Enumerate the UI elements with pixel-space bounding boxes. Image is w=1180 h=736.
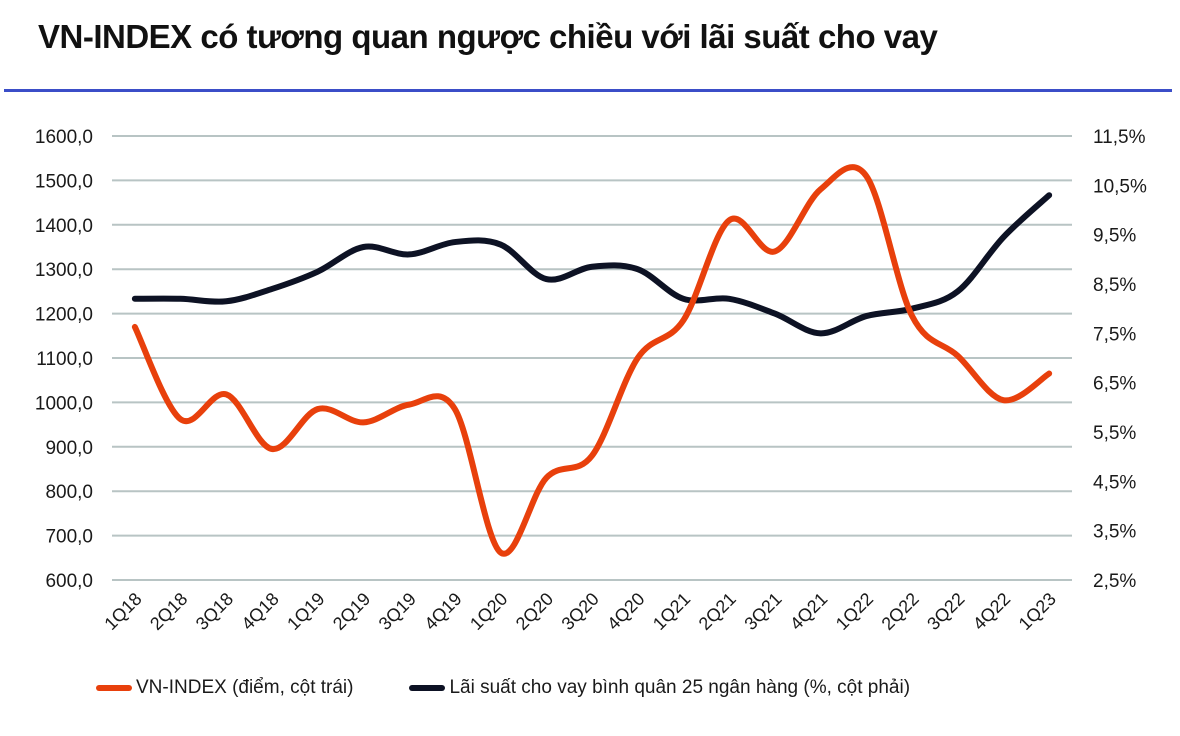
y-tick-label-right: 5,5% (1093, 423, 1136, 444)
gridlines (112, 135, 1072, 581)
x-tick-label: 4Q19 (420, 589, 465, 634)
y-tick-label-right: 8,5% (1093, 275, 1136, 296)
y-tick-label-left: 1400,0 (35, 216, 93, 237)
x-tick-label: 4Q22 (969, 589, 1014, 634)
x-tick-label: 1Q19 (283, 589, 328, 634)
y-tick-label-left: 600,0 (45, 571, 93, 592)
y-tick-label-right: 10,5% (1093, 176, 1147, 197)
y-tick-label-left: 1600,0 (35, 127, 93, 148)
title-divider (4, 89, 1172, 92)
y-axis-right: 11,5% 10,5% 9,5% 8,5% 7,5% 6,5% 5,5% 4,5% 3,5% 2,… (1093, 127, 1147, 592)
y-tick-label-right: 4,5% (1093, 472, 1136, 493)
legend-label-vnindex: VN-INDEX (điểm, cột trái) (136, 677, 354, 698)
y-tick-label-right: 9,5% (1093, 226, 1136, 247)
y-tick-label-right: 7,5% (1093, 324, 1136, 345)
legend-swatch-vnindex (96, 685, 132, 691)
x-tick-label: 1Q18 (100, 589, 145, 634)
series-line-lending-rate (131, 192, 1053, 337)
y-tick-label-right: 6,5% (1093, 374, 1136, 395)
x-tick-label: 3Q21 (740, 589, 785, 634)
x-tick-label: 2Q21 (695, 589, 740, 634)
y-tick-label-left: 1200,0 (35, 305, 93, 326)
legend-item-rate: Lãi suất cho vay bình quân 25 ngân hàng … (409, 677, 910, 699)
x-tick-label: 1Q22 (832, 589, 877, 634)
y-tick-label-left: 700,0 (45, 527, 93, 548)
y-tick-label-left: 800,0 (45, 482, 93, 503)
y-tick-label-right: 2,5% (1093, 571, 1136, 592)
x-axis: 1Q18 2Q18 3Q18 4Q18 1Q19 2Q19 3Q19 4Q19 1Q20 2Q20… (100, 589, 1060, 634)
y-axis-left: 1600,0 1500,0 1400,0 1300,0 1200,0 1100,0 1000… (35, 127, 93, 592)
x-tick-label: 1Q23 (1015, 589, 1060, 634)
x-tick-label: 3Q18 (192, 589, 237, 634)
x-tick-label: 4Q21 (786, 589, 831, 634)
x-tick-label: 4Q18 (238, 589, 283, 634)
x-tick-label: 1Q20 (466, 589, 511, 634)
x-tick-label: 2Q20 (512, 589, 557, 634)
y-tick-label-left: 900,0 (45, 438, 93, 459)
x-tick-label: 2Q18 (146, 589, 191, 634)
x-tick-label: 3Q20 (558, 589, 603, 634)
y-tick-label-left: 1100,0 (36, 349, 93, 370)
legend-label-rate: Lãi suất cho vay bình quân 25 ngân hàng … (449, 677, 911, 698)
y-tick-label-left: 1500,0 (35, 171, 93, 192)
x-tick-label: 4Q20 (603, 589, 648, 634)
y-tick-label-left: 1000,0 (35, 393, 93, 414)
y-tick-label-left: 1300,0 (35, 260, 93, 281)
y-tick-label-right: 3,5% (1093, 522, 1136, 543)
y-tick-label-right: 11,5% (1093, 127, 1146, 148)
x-tick-label: 1Q21 (649, 589, 694, 634)
legend-item-vnindex: VN-INDEX (điểm, cột trái) (96, 677, 353, 699)
x-tick-label: 2Q22 (878, 589, 923, 634)
legend: VN-INDEX (điểm, cột trái) Lãi suất cho v… (96, 677, 966, 699)
series-line-vnindex (131, 164, 1053, 557)
legend-swatch-rate (409, 685, 446, 691)
chart-title: VN-INDEX có tương quan ngược chiều với l… (38, 18, 938, 55)
x-tick-label: 3Q22 (923, 589, 968, 634)
x-tick-label: 2Q19 (329, 589, 374, 634)
x-tick-label: 3Q19 (375, 589, 420, 634)
